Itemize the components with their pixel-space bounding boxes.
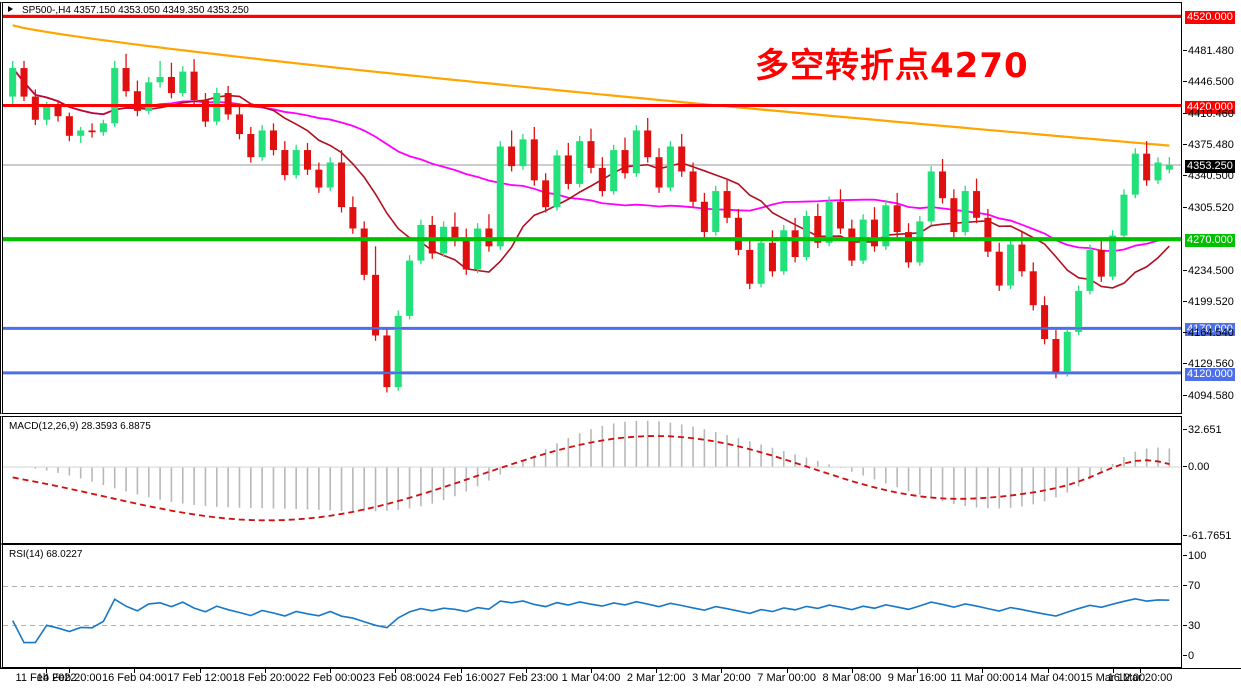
price-tick-4410-460: 4410.460 xyxy=(1182,108,1241,120)
price-level-tag-4353-250: 4353.250 xyxy=(1185,159,1235,173)
time-axis-label: 17 Feb 12:00 xyxy=(167,672,233,684)
price-tick-4094-580: 4094.580 xyxy=(1182,390,1241,402)
price-tick-4234-500: 4234.500 xyxy=(1182,265,1241,277)
time-axis-label: 24 Feb 16:00 xyxy=(428,672,493,684)
rsi-tick-100: 100 xyxy=(1182,550,1241,562)
price-level-tag-4520-000: 4520.000 xyxy=(1185,11,1235,25)
price-level-tag-4120-000: 4120.000 xyxy=(1185,367,1235,381)
time-axis-label: 11 Feb 2022 xyxy=(15,672,77,684)
price-tick-4305-520: 4305.520 xyxy=(1182,202,1241,214)
price-tick-4164-540: 4164.540 xyxy=(1182,327,1241,339)
rsi-panel[interactable]: RSI(14) 68.0227 xyxy=(0,544,1182,668)
time-axis-tick xyxy=(851,669,853,673)
rsi-tick-70: 70 xyxy=(1182,580,1241,592)
time-axis[interactable]: 11 Feb 2022 14 Feb 20:00 16 Feb 04:00 17 Fe… xyxy=(0,668,1241,692)
chart-header-arrow-icon xyxy=(8,6,13,12)
macd-tick-_61_7651: -61.7651 xyxy=(1182,530,1241,542)
price-level-tag-4270-000: 4270.000 xyxy=(1185,234,1235,248)
time-axis-label: 1 Mar 04:00 xyxy=(561,672,621,684)
time-axis-tick xyxy=(199,669,201,673)
time-axis-tick xyxy=(917,669,919,673)
price-chart-panel[interactable] xyxy=(0,2,1182,414)
time-axis-label: 11 Mar 00:00 xyxy=(950,672,1015,684)
time-axis-tick xyxy=(591,669,592,673)
price-level-tag-4420-000: 4420.000 xyxy=(1185,100,1235,114)
time-axis-label: 2 Mar 12:00 xyxy=(626,672,686,684)
time-axis-label: 14 Feb 20:00 xyxy=(36,672,102,684)
macd-panel[interactable]: MACD(12,26,9) 28.3593 6.8875 xyxy=(0,416,1182,544)
macd-header: MACD(12,26,9) 28.3593 6.8875 xyxy=(9,421,151,432)
time-axis-tick xyxy=(721,669,723,673)
time-axis-tick xyxy=(786,669,788,673)
time-axis-tick xyxy=(46,669,47,673)
price-level-tag-4170-000: 4170.000 xyxy=(1185,323,1235,337)
time-axis-label: 18 Feb 20:00 xyxy=(232,672,298,684)
time-axis-label: 3 Mar 20:00 xyxy=(692,672,751,684)
time-axis-label: 15 Mar 12:00 xyxy=(1080,672,1146,684)
time-axis-tick xyxy=(1047,669,1049,673)
rsi-tick-0: 0 xyxy=(1182,650,1241,662)
time-axis-tick xyxy=(134,669,136,673)
price-tick-4446-500: 4446.500 xyxy=(1182,76,1241,88)
price-chart-canvas xyxy=(3,14,1181,393)
price-tick-4129-560: 4129.560 xyxy=(1182,358,1241,370)
price-chart-header: SP500-,H4 4357.150 4353.050 4349.350 435… xyxy=(22,5,249,16)
time-axis-label: 22 Feb 00:00 xyxy=(297,672,363,684)
time-axis-tick xyxy=(1112,669,1114,673)
time-axis-tick xyxy=(395,669,397,673)
time-axis-label: 16 Feb 04:00 xyxy=(102,672,167,684)
macd-canvas xyxy=(3,420,1181,522)
time-axis-label: 8 Mar 08:00 xyxy=(822,672,882,684)
price-tick-4340-500: 4340.500 xyxy=(1182,170,1241,182)
time-axis-label: 14 Mar 04:00 xyxy=(1015,672,1080,684)
rsi-header: RSI(14) 68.0227 xyxy=(9,549,83,560)
time-axis-tick xyxy=(460,669,462,673)
time-axis-label: 23 Feb 08:00 xyxy=(362,672,428,684)
time-axis-label: 9 Mar 16:00 xyxy=(887,672,947,684)
rsi-canvas xyxy=(3,585,1181,644)
price-tick-4375-480: 4375.480 xyxy=(1182,139,1241,151)
price-tick-4481-480: 4481.480 xyxy=(1182,45,1241,57)
time-axis-tick xyxy=(982,669,984,673)
time-axis-label: 16 Mar 20:00 xyxy=(1107,672,1173,684)
price-tick-4199-520: 4199.520 xyxy=(1182,296,1241,308)
price-scale-axis[interactable]: 4520.000 4481.480 4446.500 4420.000 4410.460… xyxy=(1182,2,1241,668)
time-axis-tick xyxy=(264,669,266,673)
time-axis-label: 7 Mar 00:00 xyxy=(757,672,817,684)
time-axis-tick xyxy=(330,669,332,673)
macd-tick-0_00: 0.00 xyxy=(1182,461,1241,473)
time-axis-tick xyxy=(525,669,527,673)
time-axis-tick xyxy=(1140,669,1141,673)
time-axis-tick xyxy=(69,669,71,673)
rsi-tick-30: 30 xyxy=(1182,620,1241,632)
time-axis-label: 27 Feb 23:00 xyxy=(493,672,559,684)
chart-annotation-text: 多空转折点4270 xyxy=(755,46,1029,86)
time-axis-tick xyxy=(656,669,658,673)
macd-tick-32_651: 32.651 xyxy=(1182,424,1241,436)
